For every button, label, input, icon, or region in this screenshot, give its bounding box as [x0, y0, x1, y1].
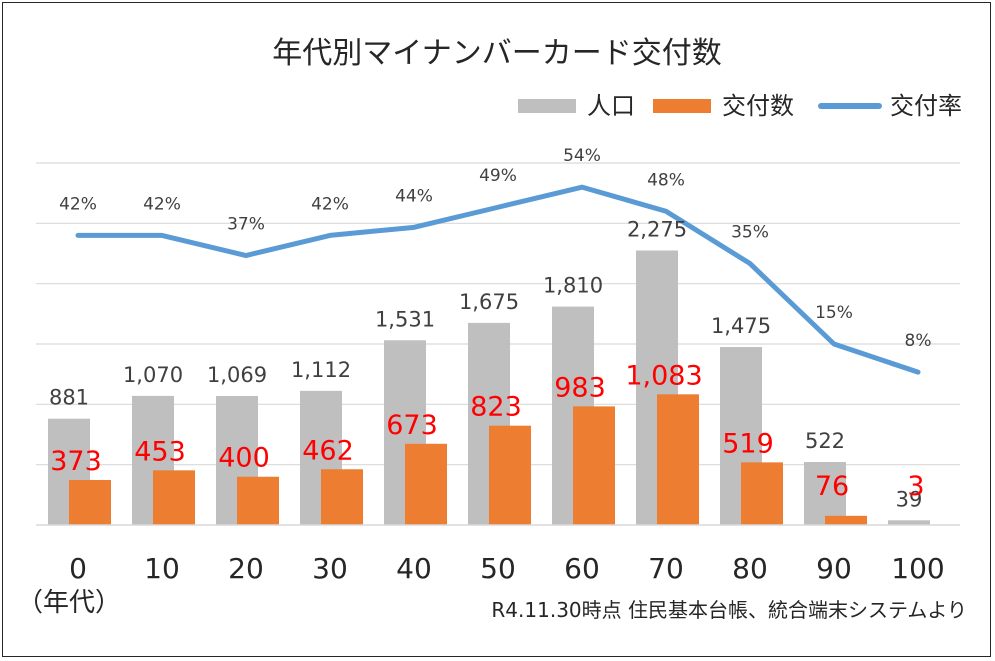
- issued-bar: [489, 425, 531, 525]
- rate-value-label: 42%: [311, 194, 349, 214]
- x-axis-unit-label: （年代）: [17, 588, 121, 618]
- x-tick-label: 30: [312, 552, 348, 585]
- issued-bar: [321, 469, 363, 525]
- population-value-label: 1,475: [711, 314, 771, 338]
- population-value-label: 1,070: [123, 363, 183, 387]
- rate-value-label: 8%: [905, 331, 932, 351]
- issued-value-label: 462: [302, 435, 354, 466]
- population-value-label: 1,675: [459, 290, 519, 314]
- issued-value-label: 673: [386, 410, 438, 441]
- x-tick-label: 40: [396, 552, 432, 585]
- population-bar: [804, 462, 846, 525]
- issued-value-label: 983: [554, 372, 606, 403]
- data-labels: 881 373 42% 1,070 453 42% 1,069 400 37% 1,112 462 4…: [49, 146, 932, 511]
- issued-bars: [69, 394, 951, 525]
- rate-value-label: 44%: [395, 186, 433, 206]
- legend-swatch-population: [518, 99, 576, 113]
- x-tick-label: 100: [891, 552, 944, 585]
- rate-value-label: 42%: [59, 194, 97, 214]
- x-tick-label: 0: [69, 552, 87, 585]
- rate-line-series: [75, 184, 921, 375]
- rate-line: [75, 184, 921, 375]
- x-tick-label: 90: [816, 552, 852, 585]
- x-tick-label: 80: [732, 552, 768, 585]
- issued-value-label: 3: [907, 471, 924, 502]
- issued-bar: [237, 476, 279, 525]
- chart: 年代別マイナンバーカード交付数 人口 交付数 交付率 881 373 42% 1,07…: [17, 36, 967, 622]
- rate-value-label: 35%: [731, 223, 769, 243]
- issued-bar: [69, 479, 111, 525]
- population-value-label: 2,275: [627, 217, 687, 241]
- rate-value-label: 54%: [563, 146, 601, 166]
- population-value-label: 1,531: [375, 307, 435, 331]
- x-axis-ticks: 0 10 20 30 40 50 60 70 80 90 100: [69, 552, 945, 585]
- issued-bar: [153, 470, 195, 525]
- x-tick-label: 70: [648, 552, 684, 585]
- legend-label-population: 人口: [587, 92, 635, 120]
- issued-bar: [573, 406, 615, 525]
- rate-value-label: 15%: [815, 303, 853, 323]
- chart-title: 年代別マイナンバーカード交付数: [272, 36, 721, 71]
- population-value-label: 1,810: [543, 274, 603, 298]
- issued-value-label: 453: [134, 436, 186, 467]
- issued-value-label: 823: [470, 392, 522, 423]
- population-value-label: 881: [49, 386, 89, 410]
- legend-label-issued: 交付数: [722, 92, 794, 120]
- x-tick-label: 50: [480, 552, 516, 585]
- issued-value-label: 400: [218, 443, 270, 474]
- issued-value-label: 76: [815, 471, 849, 502]
- rate-value-label: 48%: [647, 170, 685, 190]
- rate-value-label: 49%: [479, 166, 517, 186]
- rate-value-label: 42%: [143, 194, 181, 214]
- population-bars: [48, 250, 930, 525]
- legend: 人口 交付数 交付率: [518, 92, 962, 120]
- issued-bar: [657, 394, 699, 525]
- legend-label-rate: 交付率: [890, 92, 962, 120]
- population-value-label: 1,112: [291, 358, 351, 382]
- rate-value-label: 37%: [227, 215, 265, 235]
- issued-bar: [741, 462, 783, 525]
- issued-value-label: 519: [722, 428, 774, 459]
- issued-bar: [825, 515, 867, 525]
- x-tick-label: 20: [228, 552, 264, 585]
- legend-swatch-issued: [653, 99, 711, 113]
- population-value-label: 522: [805, 429, 845, 453]
- population-value-label: 1,069: [207, 363, 267, 387]
- issued-value-label: 373: [50, 446, 102, 477]
- issued-bar: [405, 443, 447, 525]
- x-tick-label: 10: [144, 552, 180, 585]
- source-footnote: R4.11.30時点 住民基本台帳、統合端末システムより: [491, 598, 967, 622]
- x-tick-label: 60: [564, 552, 600, 585]
- population-bar: [888, 520, 930, 525]
- population-value-label: 39: [896, 487, 923, 511]
- issued-value-label: 1,083: [625, 360, 702, 391]
